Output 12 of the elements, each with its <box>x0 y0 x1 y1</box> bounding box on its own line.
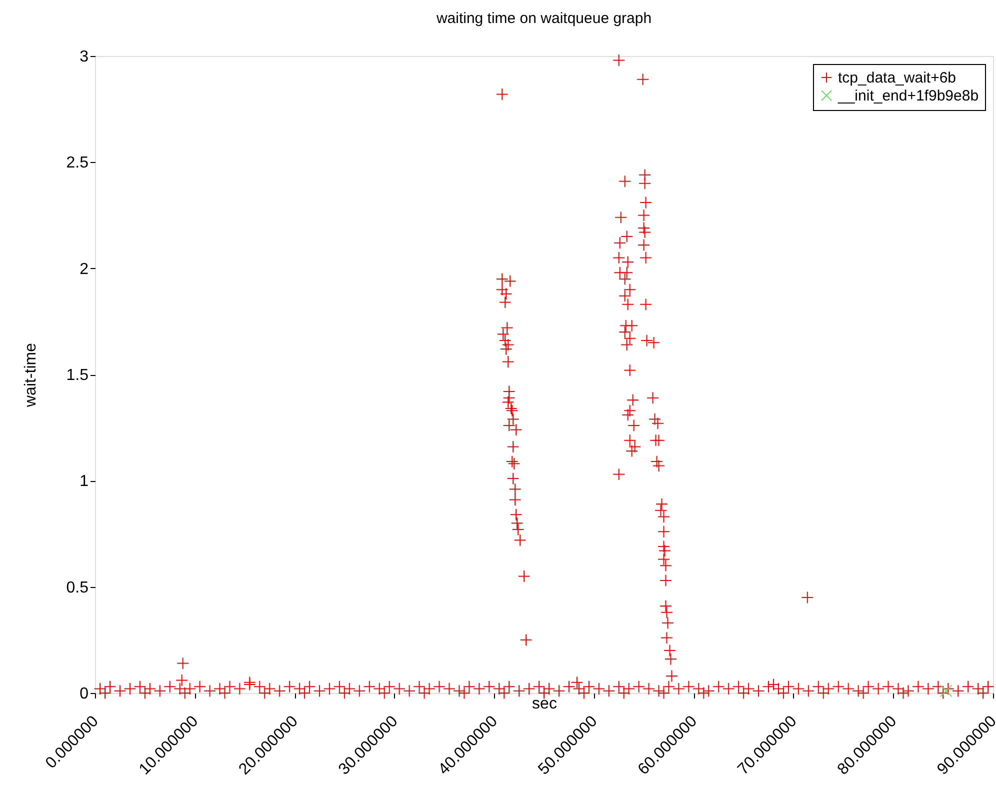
x-axis-title: sec <box>532 696 557 712</box>
y-tick-label: 2.5 <box>66 154 89 172</box>
chart-title: waiting time on waitqueue graph <box>435 10 652 27</box>
y-tick-label: 3 <box>80 48 89 66</box>
y-tick-label: 2 <box>80 260 89 278</box>
y-tick-label: 0 <box>80 686 89 702</box>
y-tick-label: 1 <box>80 473 89 490</box>
legend-label: __init_end+1f9b9e8b <box>837 88 979 104</box>
y-axis-title: wait-time <box>22 342 40 408</box>
y-tick-label: 0.5 <box>66 579 89 596</box>
y-tick-label: 1.5 <box>66 367 89 384</box>
legend-label: tcp_data_wait+6b <box>838 70 956 86</box>
